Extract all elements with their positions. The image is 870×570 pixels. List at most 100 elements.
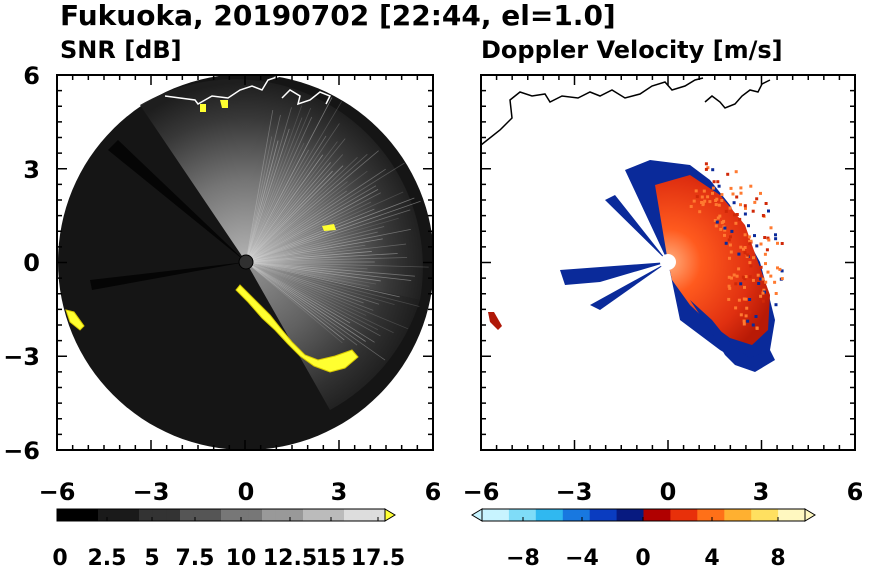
velocity-speckle-cell <box>714 224 718 228</box>
snr-beam-ray <box>245 261 377 285</box>
velocity-speckle-cell <box>743 212 747 216</box>
snr-beam-ray <box>245 150 379 263</box>
snr-y-tick-5: −6 <box>3 437 40 465</box>
velocity-colorbar-label-4: 4 <box>704 546 719 570</box>
colorbar-segment <box>737 509 752 521</box>
velocity-speckle-cell <box>761 291 765 295</box>
velocity-speckle-cell <box>722 219 726 223</box>
snr-beam-ray <box>245 209 411 263</box>
velocity-speckle-cell <box>748 275 752 279</box>
snr-beam-ray <box>245 190 348 263</box>
velocity-speckle-cell <box>759 294 763 298</box>
velocity-speckle-cell <box>738 217 742 221</box>
colorbar-extend-min <box>471 508 483 522</box>
velocity-speckle-cell <box>723 228 727 232</box>
snr-beam-ray <box>245 261 429 268</box>
velocity-speckle-cell <box>734 170 738 174</box>
snr-beam-ray <box>245 231 378 263</box>
velocity-speckle-cell <box>764 202 768 205</box>
snr-beam-ray <box>245 140 279 263</box>
snr-y-tick-3: 0 <box>23 249 40 277</box>
velocity-speckle-cell <box>746 319 750 323</box>
snr-beam-ray <box>245 243 407 263</box>
snr-beam-ray <box>245 105 303 263</box>
velocity-speckle-cell <box>734 221 738 225</box>
velocity-x-tick-4: 3 <box>753 478 770 506</box>
snr-beam-ray <box>245 261 412 281</box>
velocity-speckle-cell <box>728 206 732 210</box>
velocity-colorbar-label-3: 0 <box>635 546 650 570</box>
colorbar-frame <box>56 508 386 522</box>
colorbar-segment <box>751 509 766 521</box>
snr-beam-ray <box>245 181 348 263</box>
snr-beam-ray <box>245 261 381 282</box>
velocity-speckle-cell <box>742 319 746 323</box>
snr-x-tick-5: 6 <box>425 478 442 506</box>
velocity-speckle-cell <box>753 200 757 204</box>
snr-colorbar-label-4: 7.5 <box>176 546 215 570</box>
snr-plot-area <box>58 75 433 450</box>
snr-beam-ray <box>245 162 405 263</box>
velocity-speckle-cell <box>735 195 739 199</box>
velocity-plot-area <box>481 77 784 372</box>
velocity-speckle-cell <box>774 233 777 237</box>
velocity-speckle-cell <box>743 204 747 208</box>
snr-colorbar-label-6: 12.5 <box>263 546 317 570</box>
snr-beam-ray <box>245 107 312 263</box>
colorbar-segment <box>535 509 550 521</box>
velocity-speckle-cell <box>723 226 727 230</box>
velocity-speckle-cell <box>780 277 784 281</box>
colorbar-segment <box>207 509 222 521</box>
snr-beam-ray <box>245 138 346 263</box>
velocity-panel-title: Doppler Velocity [m/s] <box>481 36 783 64</box>
colorbar-segment <box>589 509 604 521</box>
velocity-speckle-cell <box>730 276 733 280</box>
velocity-speckle-cell <box>739 313 743 317</box>
velocity-speckle-cell <box>729 235 732 239</box>
snr-beam-ray <box>245 257 408 263</box>
velocity-speckle-cell <box>741 275 745 279</box>
velocity-speckle-cell <box>704 167 708 171</box>
colorbar-segment <box>125 509 140 521</box>
snr-high-echo-north <box>200 100 228 112</box>
velocity-speckle-cell <box>774 292 778 295</box>
velocity-west-echo <box>488 312 502 330</box>
velocity-speckle-cell <box>739 186 743 190</box>
velocity-speckle-cell <box>773 280 777 284</box>
velocity-speckle-cell <box>748 261 752 265</box>
snr-beam-ray <box>245 135 327 263</box>
velocity-speckle-cell <box>774 237 778 241</box>
velocity-speckle-cell <box>716 216 720 220</box>
velocity-speckle-cell <box>728 243 732 247</box>
velocity-speckle-cell <box>752 256 755 260</box>
colorbar-segment <box>262 509 277 521</box>
colorbar-segment <box>180 509 195 521</box>
snr-beam-ray <box>245 261 379 331</box>
snr-beam-ray <box>245 261 343 344</box>
velocity-speckle-cell <box>749 264 753 268</box>
velocity-speckle-cell <box>742 322 746 326</box>
velocity-speckle-cell <box>748 298 752 301</box>
velocity-speckle-cell <box>732 273 736 277</box>
velocity-radar-center <box>660 254 676 270</box>
colorbar-segment <box>549 509 564 521</box>
velocity-speckle-cell <box>729 186 733 190</box>
velocity-speckle-cell <box>711 168 715 172</box>
velocity-speckle-cell <box>689 205 693 208</box>
snr-beam-ray <box>245 201 372 263</box>
velocity-speckle-cell <box>715 220 719 224</box>
snr-x-tick-3: 0 <box>238 478 255 506</box>
snr-beam-ray <box>245 228 411 263</box>
velocity-speckle-cell <box>716 180 720 184</box>
velocity-speckle-cell <box>714 203 718 207</box>
velocity-speckle-cell <box>763 252 767 256</box>
snr-beam-ray <box>245 185 377 263</box>
velocity-speckle-cell <box>742 297 746 301</box>
velocity-speckle-cell <box>757 282 761 285</box>
velocity-speckle-cell <box>743 246 747 249</box>
snr-beam-ray <box>245 261 381 337</box>
snr-beam-ray <box>245 109 274 263</box>
snr-x-tick-2: −3 <box>133 478 170 506</box>
velocity-speckle-cell <box>735 274 739 278</box>
